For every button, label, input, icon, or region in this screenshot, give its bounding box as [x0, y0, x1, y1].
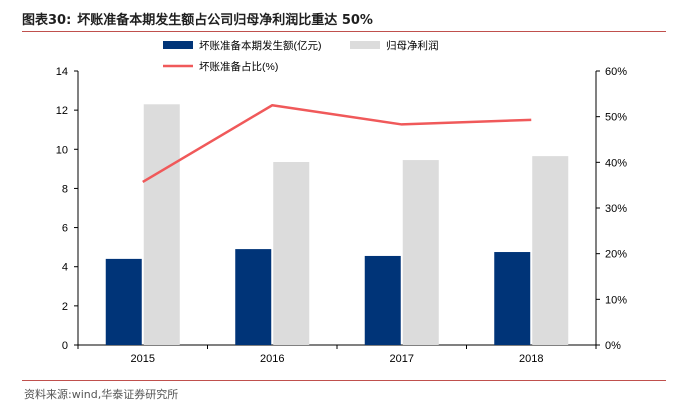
bar-bad-debt [235, 249, 272, 345]
left-tick-label: 8 [62, 183, 68, 195]
right-tick-label: 0% [605, 340, 621, 352]
legend-label-ratio: 坏账准备占比(%) [199, 60, 278, 73]
left-tick-label: 14 [56, 66, 68, 78]
bar-net-profit [402, 160, 439, 345]
right-tick-label: 10% [605, 294, 627, 306]
bar-bad-debt [105, 258, 142, 345]
ratio-line [142, 104, 532, 184]
figure-title: 图表30: 坏账准备本期发生额占公司归母净利润比重达 50% [22, 9, 373, 28]
legend-label-bad-debt: 坏账准备本期发生额(亿元) [199, 39, 322, 52]
legend-swatch-net-profit [350, 41, 380, 49]
left-tick-label: 10 [56, 144, 68, 156]
left-tick-label: 0 [62, 340, 68, 352]
axes: 0 2 4 6 8 10 12 14 0% 10% 20% 30% 40% 50% 60% 2015 2016 2… [56, 66, 627, 365]
right-tick-label: 50% [605, 112, 627, 124]
bar-bad-debt [494, 252, 531, 345]
x-tick-label: 2017 [390, 353, 414, 365]
figure-title-text: 坏账准备本期发生额占公司归母净利润比重达 50% [77, 13, 373, 28]
left-tick-label: 4 [62, 262, 68, 274]
bar-net-profit [532, 156, 569, 345]
bar-series [105, 104, 569, 346]
left-tick-label: 6 [62, 223, 68, 235]
bar-net-profit [143, 104, 180, 346]
source-note: 资料来源:wind,华泰证券研究所 [24, 388, 179, 401]
bar-bad-debt [364, 255, 401, 345]
footer-rule [22, 380, 666, 381]
legend-swatch-bad-debt [163, 41, 193, 49]
right-tick-label: 20% [605, 249, 627, 261]
x-tick-label: 2016 [260, 353, 284, 365]
right-tick-label: 30% [605, 203, 627, 215]
right-tick-label: 60% [605, 66, 627, 78]
legend-label-net-profit: 归母净利润 [386, 39, 439, 52]
figure-label: 图表30: [22, 13, 72, 28]
line-series [142, 104, 532, 184]
x-tick-label: 2015 [131, 353, 155, 365]
left-tick-label: 2 [62, 301, 68, 313]
left-tick-label: 12 [56, 105, 68, 117]
bar-net-profit [273, 162, 310, 345]
title-rule [22, 31, 666, 32]
right-tick-label: 40% [605, 157, 627, 169]
x-tick-label: 2018 [519, 353, 543, 365]
